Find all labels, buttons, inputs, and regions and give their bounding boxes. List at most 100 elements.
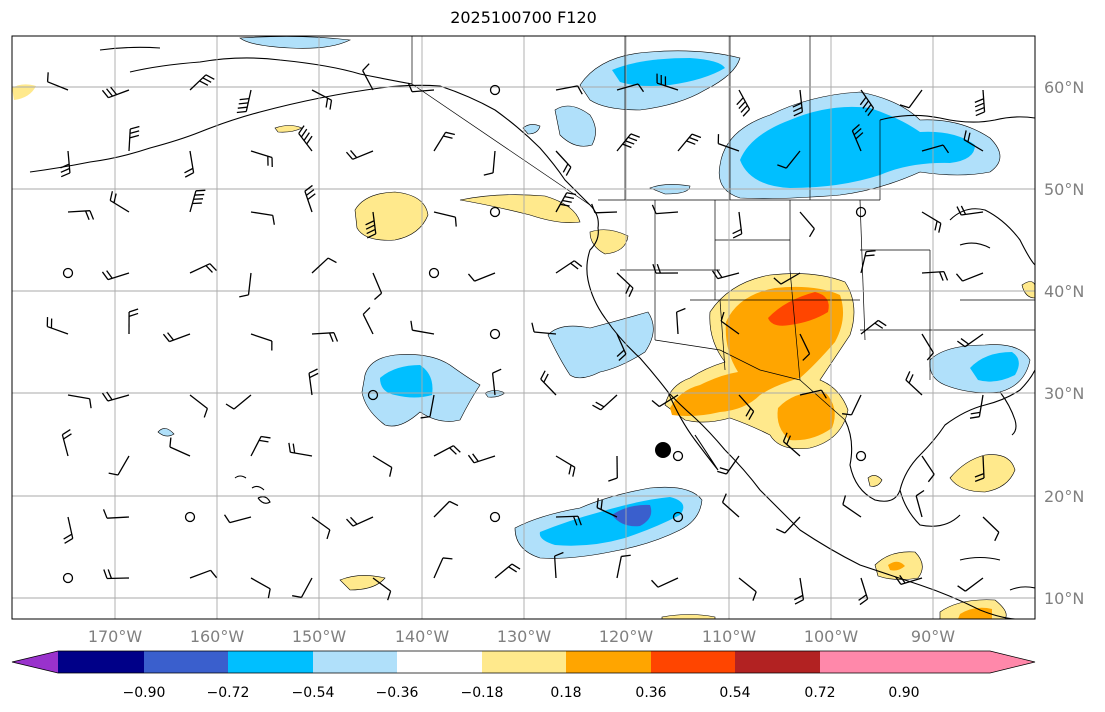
wind-barb xyxy=(63,516,74,544)
negative-anomaly-region xyxy=(157,428,175,437)
lat-label: 40°N xyxy=(1044,282,1084,301)
colorbar-segment xyxy=(228,651,313,673)
wind-barb xyxy=(651,204,679,215)
negative-anomaly-region xyxy=(970,352,1019,382)
wind-barb xyxy=(162,332,191,343)
colorbar-ticks: −0.90 −0.72 −0.54 −0.36 −0.18 0.18 0.36 … xyxy=(123,685,920,701)
negative-anomaly-region xyxy=(612,58,725,86)
calm-wind-marker xyxy=(489,206,501,218)
political-borders xyxy=(411,36,1035,421)
storm-center-marker xyxy=(655,442,671,458)
colorbar-outline xyxy=(11,650,1036,674)
wind-barb xyxy=(61,428,72,457)
colorbar-segment xyxy=(482,651,566,673)
wind-barb xyxy=(225,394,252,410)
lat-label: 10°N xyxy=(1044,589,1084,608)
calm-wind-marker xyxy=(672,511,684,523)
wind-barbs xyxy=(46,63,1000,606)
wind-barb xyxy=(189,569,218,579)
wind-barb xyxy=(596,498,618,518)
colorbar-segment xyxy=(566,651,651,673)
wind-barb xyxy=(433,500,459,518)
wind-barb xyxy=(103,569,130,580)
wind-barb xyxy=(921,333,934,361)
wind-barb xyxy=(899,89,923,109)
wind-barb xyxy=(860,250,876,274)
positive-anomaly-region xyxy=(1021,281,1035,299)
wind-barb xyxy=(736,89,751,117)
colorbar-tick-label: −0.90 xyxy=(123,685,166,701)
lon-label: 120°W xyxy=(599,627,654,646)
wind-barb xyxy=(974,89,986,117)
colorbar-tick-label: 0.36 xyxy=(635,685,666,701)
wind-barb xyxy=(372,577,392,601)
latitude-labels: 60°N 50°N 40°N 30°N 20°N 10°N xyxy=(1044,78,1084,608)
calm-wind-marker xyxy=(62,267,74,279)
colorbar-segment xyxy=(313,651,397,673)
wind-barb xyxy=(467,272,496,282)
wind-barb xyxy=(859,89,875,117)
wind-barb xyxy=(101,270,130,281)
colorbar-segment xyxy=(144,651,228,673)
wind-barb xyxy=(128,125,140,152)
wind-barb xyxy=(345,150,374,160)
wind-barb xyxy=(109,191,130,213)
positive-anomaly-region xyxy=(459,194,581,223)
wind-barb xyxy=(540,370,557,396)
positive-anomaly-region xyxy=(12,84,36,100)
wind-barb xyxy=(128,308,139,335)
map-title: 2025100700 F120 xyxy=(450,8,597,27)
wind-barb xyxy=(239,272,252,298)
wind-barb xyxy=(311,516,331,540)
positive-anomaly-region xyxy=(958,607,992,619)
wind-barb xyxy=(799,389,827,399)
wind-barb xyxy=(616,133,640,152)
lon-label: 140°W xyxy=(395,627,450,646)
wind-barb xyxy=(304,184,316,213)
wind-barb xyxy=(531,322,557,335)
wind-barb xyxy=(794,577,805,605)
positive-anomaly-region xyxy=(949,454,1016,493)
negative-anomaly-region xyxy=(380,365,433,398)
lon-label: 150°W xyxy=(292,627,347,646)
wind-barb xyxy=(101,86,130,99)
wind-barb xyxy=(921,211,942,233)
colorbar-segment xyxy=(651,651,735,673)
wind-barb xyxy=(717,134,740,152)
wind-barb xyxy=(858,577,869,606)
wind-barb xyxy=(372,455,393,477)
positive-anomaly-region xyxy=(354,191,429,241)
wind-barb xyxy=(362,63,374,91)
lon-label: 100°W xyxy=(804,627,859,646)
colorbar-segment xyxy=(58,651,144,673)
colorbar-tick-label: −0.18 xyxy=(461,685,504,701)
wind-barb xyxy=(433,131,455,152)
negative-anomaly-region xyxy=(554,105,596,147)
wind-barb xyxy=(102,509,130,519)
wind-barb xyxy=(491,368,502,396)
wind-barb xyxy=(555,260,583,274)
wind-barb xyxy=(410,320,435,335)
wind-barb xyxy=(372,272,383,301)
map-panel xyxy=(12,36,1035,619)
wind-barb xyxy=(433,557,453,579)
wind-barb xyxy=(777,150,801,169)
wind-barb xyxy=(955,272,984,282)
wind-barb xyxy=(860,319,887,335)
wind-barb xyxy=(915,489,925,518)
wind-barb xyxy=(721,493,740,518)
wind-barb xyxy=(250,211,275,225)
wind-barb xyxy=(101,391,130,402)
wind-barb xyxy=(483,150,496,176)
colorbar-tick-label: −0.54 xyxy=(292,685,335,701)
wind-barb xyxy=(963,130,984,152)
colorbar-segment xyxy=(820,651,904,673)
wind-barb xyxy=(433,211,457,227)
positive-anomaly-region xyxy=(768,292,829,326)
wind-barb xyxy=(921,270,949,281)
calm-wind-marker xyxy=(489,328,501,340)
wind-barb xyxy=(969,394,984,419)
wind-barb xyxy=(311,257,337,274)
wind-barb xyxy=(616,554,631,579)
